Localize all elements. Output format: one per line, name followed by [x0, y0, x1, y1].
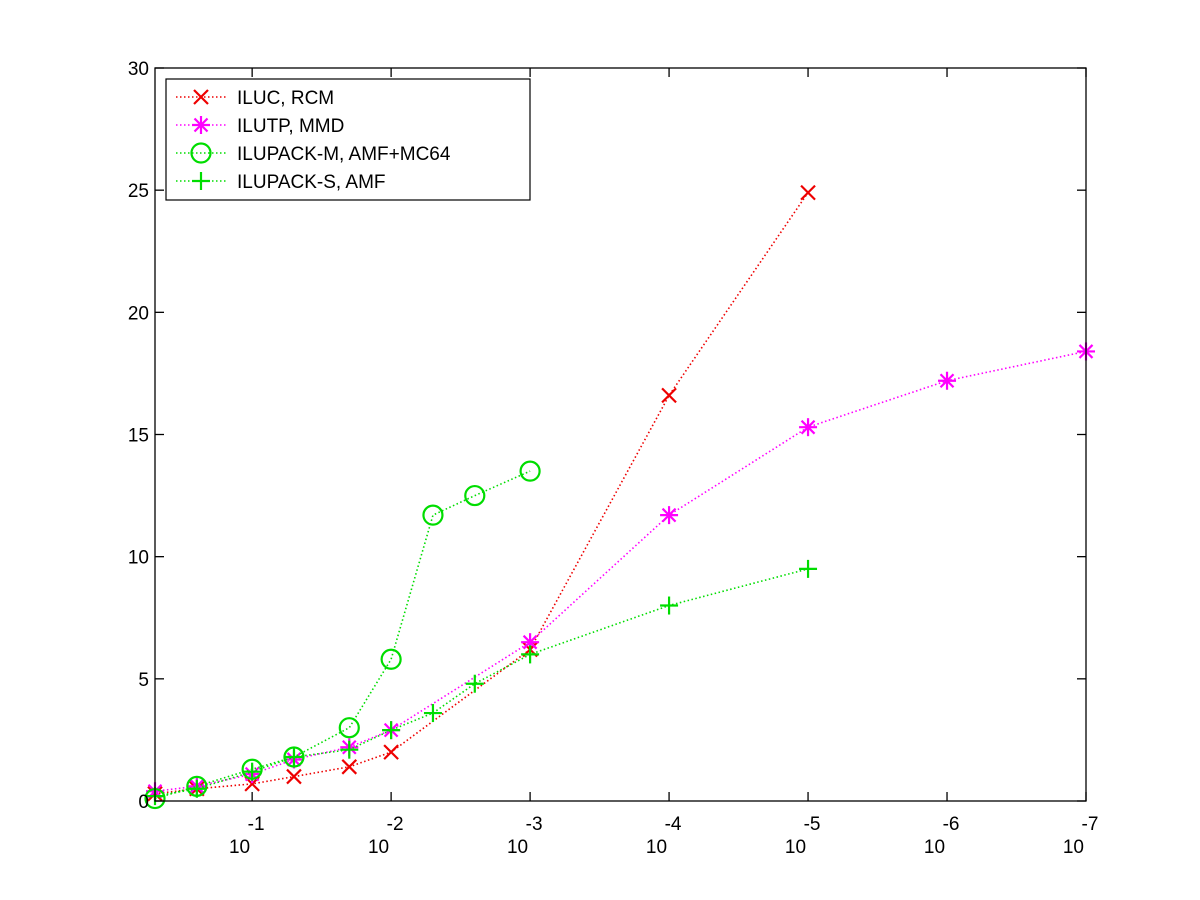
legend: ILUC, RCM ILUTP, MMD ILUPACK-M, AMF+MC64 IL…	[165, 78, 531, 201]
data-point-3-10	[799, 559, 818, 578]
x-tick-label-exponent-1: -2	[387, 814, 404, 835]
legend-item-2: ILUPACK-M, AMF+MC64	[176, 142, 451, 165]
y-tick-label-4: 20	[128, 303, 149, 324]
legend-label-0: ILUC, RCM	[237, 88, 334, 109]
series-3	[146, 559, 818, 806]
series-line-2	[154, 470, 531, 800]
x-tick-label-exponent-5: -6	[943, 814, 960, 835]
x-tick-label-base-6: 10	[1063, 837, 1084, 858]
data-point-2-6	[422, 504, 444, 526]
y-tick-label-0: 0	[138, 792, 149, 813]
legend-marker-1	[192, 116, 210, 134]
data-point-2-3	[283, 746, 305, 768]
data-point-1-9	[938, 371, 957, 390]
x-tick-label-base-3: 10	[646, 837, 667, 858]
data-point-2-4	[338, 717, 360, 739]
data-point-3-6	[423, 704, 442, 723]
legend-item-1: ILUTP, MMD	[176, 116, 344, 137]
data-point-3-7	[465, 674, 484, 693]
legend-item-3: ILUPACK-S, AMF	[176, 172, 386, 193]
x-tick-label-base-0: 10	[229, 837, 250, 858]
legend-box	[165, 78, 531, 201]
legend-marker-2	[190, 142, 212, 164]
x-tick-label-base-5: 10	[924, 837, 945, 858]
x-tick-label-exponent-3: -4	[665, 814, 682, 835]
x-tick-label-exponent-0: -1	[248, 814, 265, 835]
data-point-3-1	[187, 779, 206, 798]
x-tick-label-exponent-6: -7	[1082, 814, 1099, 835]
x-tick-label-exponent-2: -3	[526, 814, 543, 835]
legend-label-3: ILUPACK-S, AMF	[237, 172, 386, 193]
data-point-1-8	[799, 418, 818, 437]
data-point-1-7	[660, 506, 679, 525]
legend-marker-0	[193, 89, 209, 105]
y-tick-label-5: 25	[128, 181, 149, 202]
data-point-0-3	[286, 768, 302, 785]
y-tick-label-6: 30	[128, 59, 149, 80]
series-line-3	[154, 568, 809, 797]
x-tick-label-base-1: 10	[368, 837, 389, 858]
data-point-3-8	[521, 645, 540, 664]
data-point-2-5	[380, 648, 402, 670]
series-layer	[144, 184, 1095, 810]
y-tick-label-1: 5	[138, 670, 149, 691]
data-point-3-5	[382, 721, 401, 740]
legend-label-2: ILUPACK-M, AMF+MC64	[237, 144, 451, 165]
data-point-2-8	[519, 460, 541, 482]
data-point-0-8	[800, 184, 816, 201]
y-tick-label-2: 10	[128, 548, 149, 569]
data-point-0-7	[661, 387, 677, 404]
data-point-0-5	[383, 744, 399, 760]
data-point-0-4	[341, 759, 358, 775]
x-tick-label-exponent-4: -5	[804, 814, 821, 835]
legend-label-1: ILUTP, MMD	[237, 116, 344, 137]
data-point-2-7	[464, 484, 486, 507]
x-tick-label-base-2: 10	[507, 837, 528, 858]
data-point-3-9	[660, 596, 679, 615]
data-point-3-3	[284, 748, 303, 767]
y-tick-label-3: 15	[128, 426, 149, 447]
legend-item-0: ILUC, RCM	[176, 88, 334, 109]
data-point-3-4	[340, 740, 359, 759]
data-point-3-2	[243, 762, 262, 781]
x-tick-label-base-4: 10	[785, 837, 806, 858]
legend-marker-3	[192, 172, 210, 190]
